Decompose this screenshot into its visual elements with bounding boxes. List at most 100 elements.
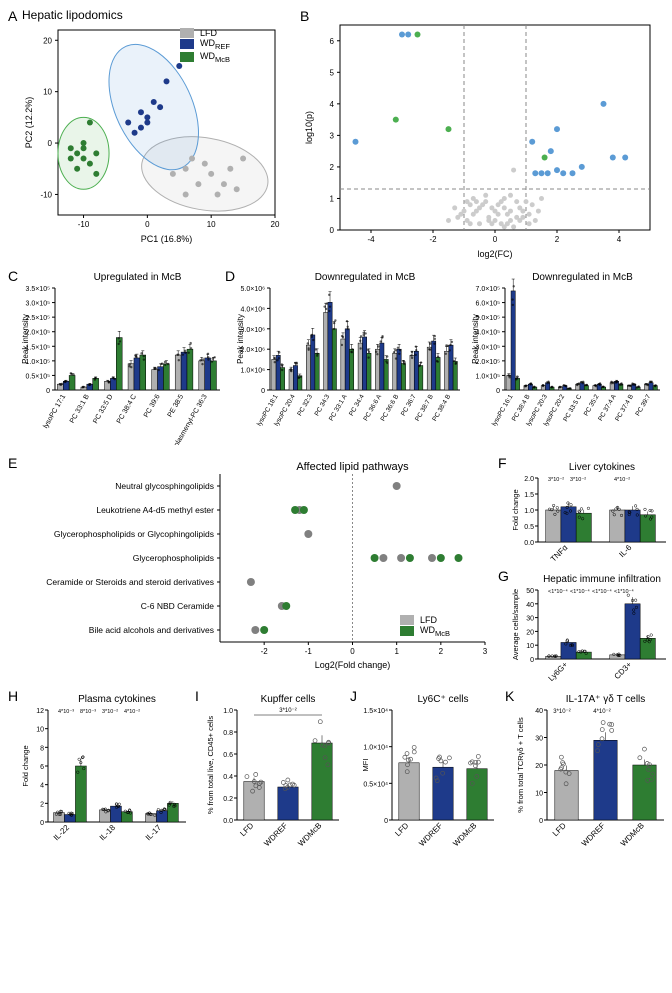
svg-text:30: 30 [535, 736, 543, 743]
svg-text:Hepatic immune infiltration: Hepatic immune infiltration [543, 574, 661, 585]
svg-text:30: 30 [526, 616, 534, 623]
svg-text:WDREF: WDREF [417, 821, 444, 848]
svg-text:PC 38:4 C: PC 38:4 C [116, 394, 138, 425]
svg-text:Leukotriene A4-d5 methyl ester: Leukotriene A4-d5 methyl ester [96, 505, 214, 515]
svg-text:1.5×10⁴: 1.5×10⁴ [363, 708, 388, 715]
svg-text:Fold change: Fold change [511, 489, 520, 530]
svg-text:1: 1 [330, 194, 335, 203]
svg-text:3.5×10⁵: 3.5×10⁵ [25, 286, 50, 293]
panel-k-bars: IL-17A⁺ γδ T cells010203040% from total … [515, 692, 670, 862]
svg-text:0: 0 [330, 226, 335, 235]
svg-text:MFI: MFI [361, 759, 370, 772]
svg-text:Bile acid alcohols and derivat: Bile acid alcohols and derivatives [89, 625, 214, 635]
svg-text:0: 0 [539, 818, 543, 825]
panel-a-legend: LFD WDREF WDMcB [180, 28, 230, 64]
svg-text:Average cells/sample: Average cells/sample [511, 589, 520, 660]
svg-text:PC 39:7: PC 39:7 [634, 393, 652, 417]
svg-text:Liver cytokines: Liver cytokines [569, 462, 635, 473]
svg-text:<1*10⁻⁴: <1*10⁻⁴ [614, 588, 634, 595]
svg-text:PC 34:4: PC 34:4 [348, 393, 366, 417]
svg-text:2: 2 [40, 801, 44, 808]
svg-text:20: 20 [271, 220, 280, 229]
svg-text:20: 20 [535, 763, 543, 770]
svg-text:6: 6 [40, 764, 44, 771]
svg-text:TNFα: TNFα [549, 543, 570, 564]
svg-text:1.0: 1.0 [524, 508, 534, 515]
svg-text:PC 33:1 B: PC 33:1 B [69, 393, 91, 424]
svg-text:1.0: 1.0 [223, 708, 233, 715]
svg-text:4: 4 [617, 235, 622, 244]
svg-text:PC 36:6 B: PC 36:6 B [380, 394, 401, 423]
svg-text:Peak intensity: Peak intensity [236, 314, 245, 364]
svg-text:10: 10 [526, 643, 534, 650]
panel-i-label: I [195, 688, 199, 704]
svg-text:PC1 (16.8%): PC1 (16.8%) [141, 234, 193, 244]
panel-a-label: A [8, 8, 17, 24]
panel-e-dotplot: Affected lipid pathwaysNeutral glycosphi… [20, 460, 500, 670]
svg-text:2: 2 [555, 235, 560, 244]
svg-text:PC 38:4 B: PC 38:4 B [431, 394, 452, 423]
svg-text:WDMcB: WDMcB [619, 821, 646, 848]
svg-text:log10(p): log10(p) [304, 111, 314, 144]
panel-j-label: J [350, 688, 357, 704]
svg-text:WDREF: WDREF [580, 821, 607, 848]
svg-text:PC 36:7: PC 36:7 [400, 393, 418, 417]
svg-text:WDMcB: WDMcB [296, 821, 323, 848]
legend-lfd-label: LFD [200, 28, 217, 38]
legend-wdref-swatch [180, 39, 194, 49]
svg-text:0: 0 [496, 388, 500, 395]
panel-d1-bars: Downregulated in McB01.0×10⁶2.0×10⁶3.0×1… [235, 270, 465, 445]
svg-text:% from total live, CD45+ cells: % from total live, CD45+ cells [206, 716, 215, 814]
svg-text:4: 4 [40, 783, 44, 790]
svg-text:7.0×10⁵: 7.0×10⁵ [475, 286, 500, 293]
svg-text:4*10⁻²: 4*10⁻² [614, 477, 630, 483]
svg-text:Downregulated in McB: Downregulated in McB [315, 272, 416, 283]
panel-h-bars: Plasma cytokines024681012Fold changeIL-2… [20, 692, 190, 862]
svg-text:1.0×10⁵: 1.0×10⁵ [475, 373, 500, 380]
svg-text:20: 20 [43, 36, 52, 45]
svg-text:12: 12 [36, 708, 44, 715]
legend-lfd-swatch [180, 28, 194, 38]
svg-text:4*10⁻²: 4*10⁻² [124, 709, 140, 715]
panel-g-bars: Hepatic immune infiltration01020304050Av… [510, 572, 670, 687]
svg-text:0: 0 [350, 647, 355, 656]
svg-text:Affected lipid pathways: Affected lipid pathways [296, 461, 409, 473]
svg-text:Peak intensity: Peak intensity [471, 314, 480, 364]
svg-text:PC2 (12.2%): PC2 (12.2%) [24, 97, 34, 149]
svg-text:0: 0 [145, 220, 150, 229]
svg-text:Kupffer cells: Kupffer cells [261, 694, 316, 705]
svg-text:8*10⁻³: 8*10⁻³ [80, 709, 96, 715]
svg-text:0.4: 0.4 [223, 774, 233, 781]
svg-text:Ly6G+: Ly6G+ [547, 660, 570, 683]
svg-text:WDREF: WDREF [262, 821, 289, 848]
legend-wdmcb-label: WDMcB [200, 51, 230, 64]
svg-text:PC 35:2: PC 35:2 [583, 393, 601, 417]
legend-wdmcb-swatch [180, 52, 194, 62]
svg-text:Glycerophospholipids: Glycerophospholipids [133, 553, 214, 563]
svg-text:0: 0 [384, 818, 388, 825]
svg-text:4.0×10⁶: 4.0×10⁶ [241, 306, 266, 313]
svg-text:-10: -10 [40, 190, 52, 199]
panel-a-title: Hepatic lipodomics [22, 8, 123, 22]
svg-text:5: 5 [330, 68, 335, 77]
svg-text:CD3+: CD3+ [613, 660, 634, 681]
svg-text:LFD: LFD [238, 821, 255, 838]
panel-a-scatter: -1001020-1001020PC1 (16.8%)PC2 (12.2%) [20, 25, 280, 245]
svg-text:0.5×10⁵: 0.5×10⁵ [25, 373, 50, 380]
svg-text:3*10⁻²: 3*10⁻² [570, 477, 586, 483]
svg-text:Peak intensity: Peak intensity [21, 314, 30, 364]
panel-k-label: K [505, 688, 514, 704]
svg-text:Ly6C⁺ cells: Ly6C⁺ cells [417, 694, 468, 705]
svg-text:LFD: LFD [393, 821, 410, 838]
svg-text:PC 33:5 D: PC 33:5 D [92, 394, 114, 425]
svg-text:0.0: 0.0 [524, 540, 534, 547]
svg-text:lysoPC 17:1: lysoPC 17:1 [42, 393, 67, 429]
svg-text:4: 4 [330, 100, 335, 109]
panel-g-label: G [498, 568, 509, 584]
svg-text:IL-17A⁺ γδ T cells: IL-17A⁺ γδ T cells [566, 694, 646, 705]
svg-text:2: 2 [330, 163, 335, 172]
svg-text:log2(FC): log2(FC) [477, 249, 512, 259]
svg-text:Glycerophospholipids or Glycop: Glycerophospholipids or Glycophingolipid… [54, 529, 214, 539]
svg-text:0.0: 0.0 [223, 818, 233, 825]
svg-text:10: 10 [207, 220, 216, 229]
